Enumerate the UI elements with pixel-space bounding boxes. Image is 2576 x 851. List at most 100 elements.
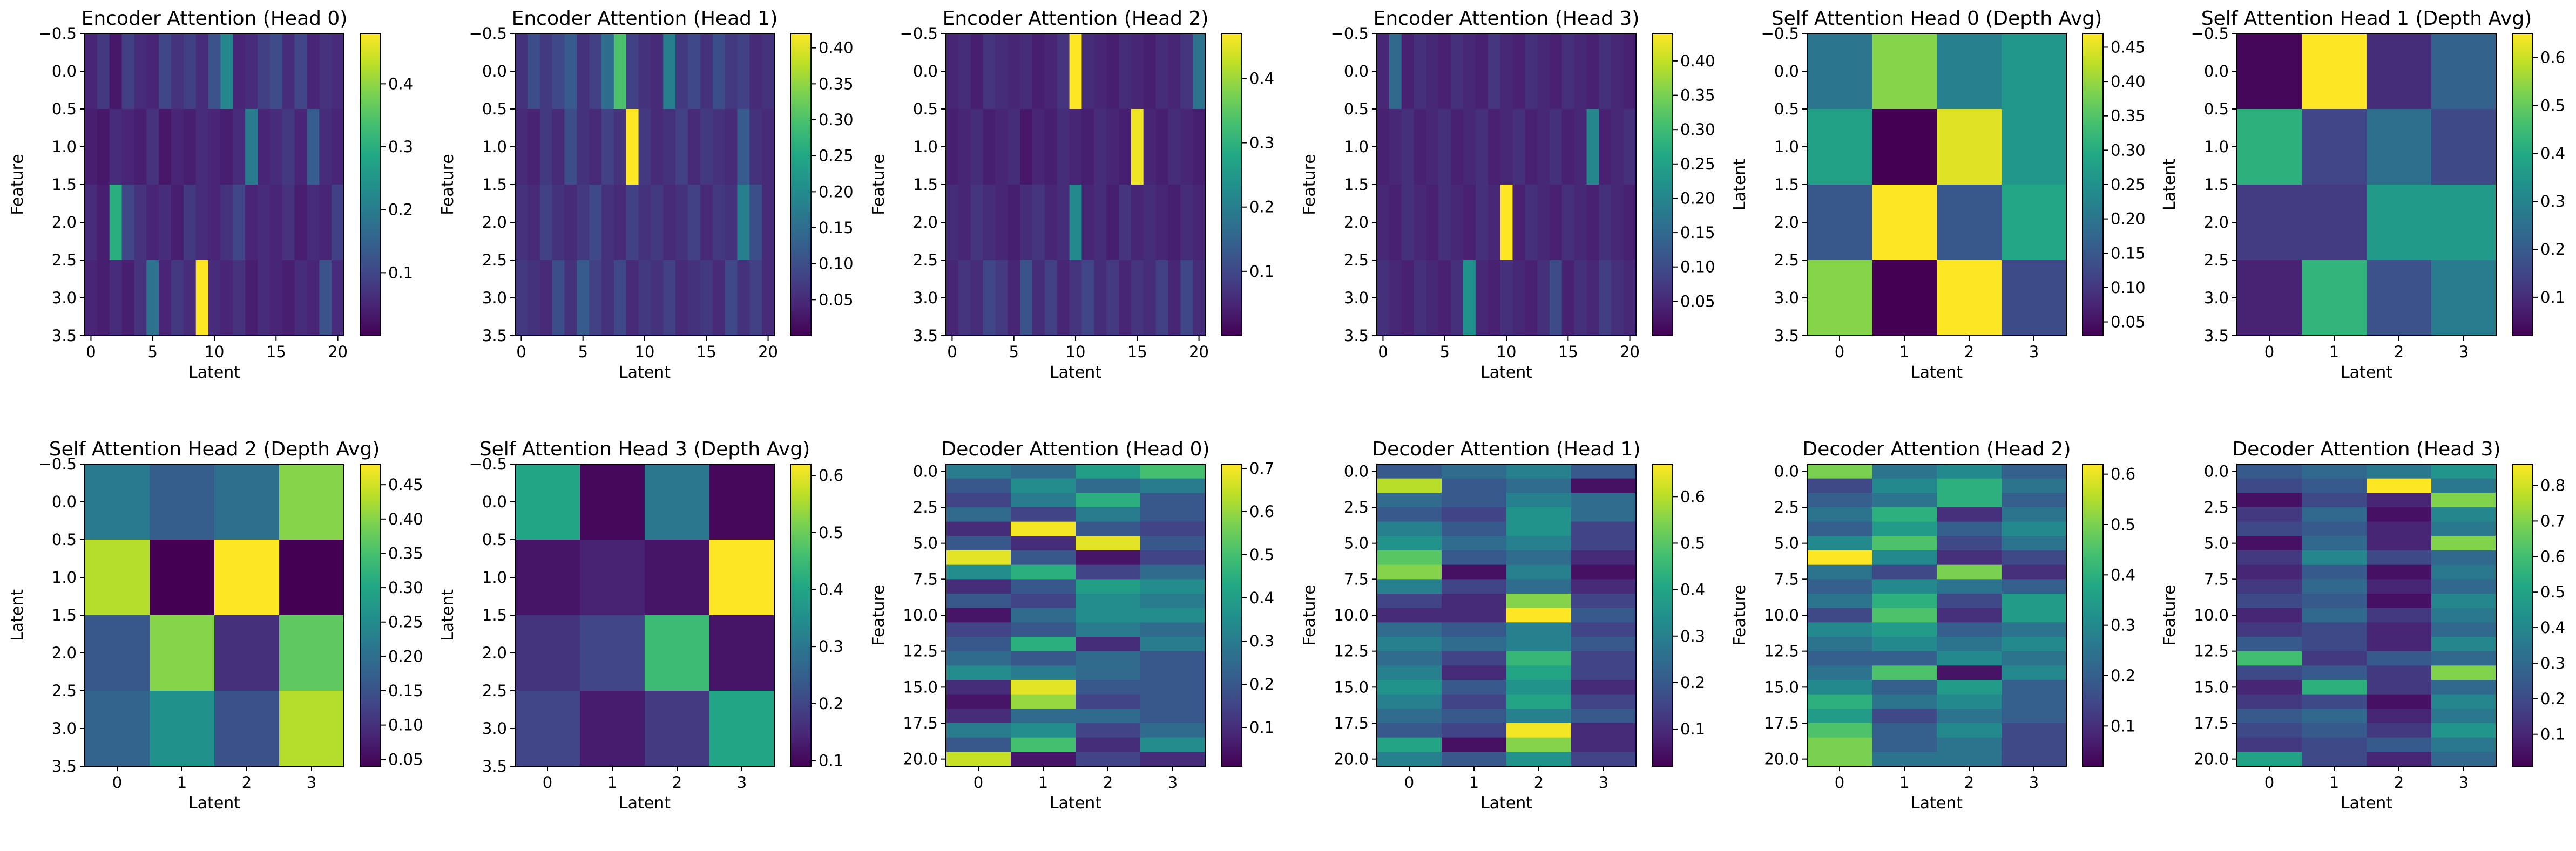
x-tick-label: 2	[2394, 773, 2404, 792]
heatmap-cell	[1140, 564, 1206, 580]
heatmap-cell	[1438, 185, 1451, 261]
heatmap-cell	[1076, 723, 1141, 738]
heatmap-cell	[1571, 521, 1637, 536]
heatmap-cell	[1438, 109, 1451, 185]
heatmap-cell	[109, 185, 123, 261]
heatmap-cell	[613, 185, 627, 261]
heatmap-cell	[1872, 737, 1937, 752]
heatmap-cell	[1414, 185, 1427, 261]
colorbar-tick-label: 0.2	[2540, 690, 2565, 708]
heatmap-cell	[688, 109, 701, 185]
heatmap-cell	[1143, 260, 1157, 336]
heatmap-cell	[307, 109, 320, 185]
colorbar-gradient	[790, 33, 811, 336]
heatmap-cell	[675, 33, 688, 110]
heatmap-cell	[2367, 464, 2432, 479]
heatmap-cell	[1599, 109, 1612, 185]
heatmap-cell	[946, 594, 1011, 609]
heatmap-cell	[1937, 680, 2002, 695]
heatmap-cell	[332, 33, 344, 110]
heatmap-cell	[762, 185, 775, 261]
heatmap-cell	[269, 33, 283, 110]
heatmap-cell	[1937, 752, 2002, 767]
heatmap-cell	[737, 185, 750, 261]
x-tick-label: 0	[2264, 343, 2274, 361]
heatmap-cell	[2367, 579, 2432, 594]
y-tick-label: 12.5	[1334, 642, 1369, 661]
heatmap-cell	[214, 691, 280, 767]
heatmap-cell	[1377, 709, 1442, 724]
heatmap-cell	[1076, 752, 1141, 767]
heatmap-cell	[2002, 622, 2067, 637]
heatmap-cell	[958, 260, 971, 336]
y-tick-label: 20.0	[903, 750, 938, 768]
colorbar-gradient	[2083, 464, 2103, 766]
heatmap-cell	[1442, 521, 1507, 536]
y-tick-label: 3.0	[482, 289, 507, 307]
heatmap-cell	[2237, 464, 2302, 479]
colorbar-tick-label: 0.8	[2540, 476, 2565, 495]
heatmap-cell	[307, 260, 320, 336]
heatmap-cell	[983, 185, 996, 261]
colorbar-tick-label: 0.7	[1249, 459, 1274, 478]
heatmap-cell	[1131, 260, 1144, 336]
colorbar-frame	[1652, 464, 1673, 767]
colorbar-tick-label: 0.2	[1680, 673, 1705, 692]
heatmap-cell	[2002, 109, 2067, 185]
heatmap-cell	[1180, 260, 1193, 336]
y-tick-label: 2.5	[482, 682, 507, 700]
colorbar-tick-label: 0.1	[388, 263, 413, 282]
heatmap-cell	[2431, 694, 2497, 709]
heatmap-cell	[2237, 550, 2302, 566]
heatmap-cell	[995, 109, 1008, 185]
heatmap-cell	[1807, 507, 1872, 522]
heatmap-cell	[1081, 260, 1094, 336]
x-tick-label: 1	[1899, 773, 1909, 792]
heatmap-cell	[1807, 752, 1872, 767]
colorbar-tick-label: 0.40	[388, 510, 423, 528]
heatmap-cell	[97, 109, 110, 185]
heatmap-cell	[1500, 33, 1513, 110]
colorbar-gradient	[360, 33, 381, 336]
heatmap-cell	[1451, 185, 1464, 261]
heatmap-cell	[1506, 564, 1572, 580]
x-tick-label: 0	[1835, 343, 1844, 361]
x-tick-label: 0	[1835, 773, 1844, 792]
heatmap-cell	[613, 33, 627, 110]
heatmap-cell	[577, 109, 590, 185]
heatmap-cell	[2237, 622, 2302, 637]
y-tick-label: −0.5	[900, 24, 938, 43]
heatmap-cell	[1140, 622, 1206, 637]
heatmap-cell	[1389, 185, 1402, 261]
x-axis-label: Latent	[2341, 363, 2392, 382]
heatmap-cell	[1140, 478, 1206, 493]
heatmap-cell	[183, 185, 197, 261]
heatmap-cell	[2002, 493, 2067, 508]
heatmap-cell	[1011, 594, 1076, 609]
y-axis-label: Feature	[869, 584, 888, 645]
heatmap-cell	[121, 109, 135, 185]
heatmap-cell	[1500, 260, 1513, 336]
x-tick-label: 0	[516, 343, 526, 361]
heatmap-cell	[1807, 594, 1872, 609]
heatmap-cell	[725, 260, 738, 336]
y-tick-label: 3.0	[1774, 289, 1799, 307]
heatmap-cell	[663, 185, 676, 261]
x-tick-label: 0	[86, 343, 96, 361]
heatmap-cell	[146, 33, 159, 110]
chart-title: Decoder Attention (Head 1)	[1372, 438, 1640, 460]
heatmap-cell	[1571, 464, 1637, 479]
heatmap-cell	[1377, 737, 1442, 752]
heatmap-cell	[1525, 185, 1538, 261]
heatmap-cell	[2002, 579, 2067, 594]
heatmap-cell	[319, 109, 332, 185]
heatmap-cell	[1571, 536, 1637, 551]
heatmap-cell	[1168, 33, 1181, 110]
heatmap-cell	[2431, 723, 2497, 738]
y-axis-label: Feature	[438, 154, 457, 215]
x-tick-label: 2	[1103, 773, 1113, 792]
heatmap-cell	[1168, 109, 1181, 185]
heatmap-cell	[2431, 608, 2497, 623]
heatmap-cell	[307, 185, 320, 261]
colorbar-gradient	[1221, 464, 1242, 766]
